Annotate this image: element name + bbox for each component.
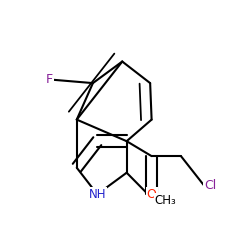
Text: F: F (46, 73, 53, 86)
Text: O: O (147, 188, 156, 201)
Text: Cl: Cl (204, 180, 217, 192)
Text: CH₃: CH₃ (154, 194, 176, 207)
Text: NH: NH (88, 188, 106, 201)
